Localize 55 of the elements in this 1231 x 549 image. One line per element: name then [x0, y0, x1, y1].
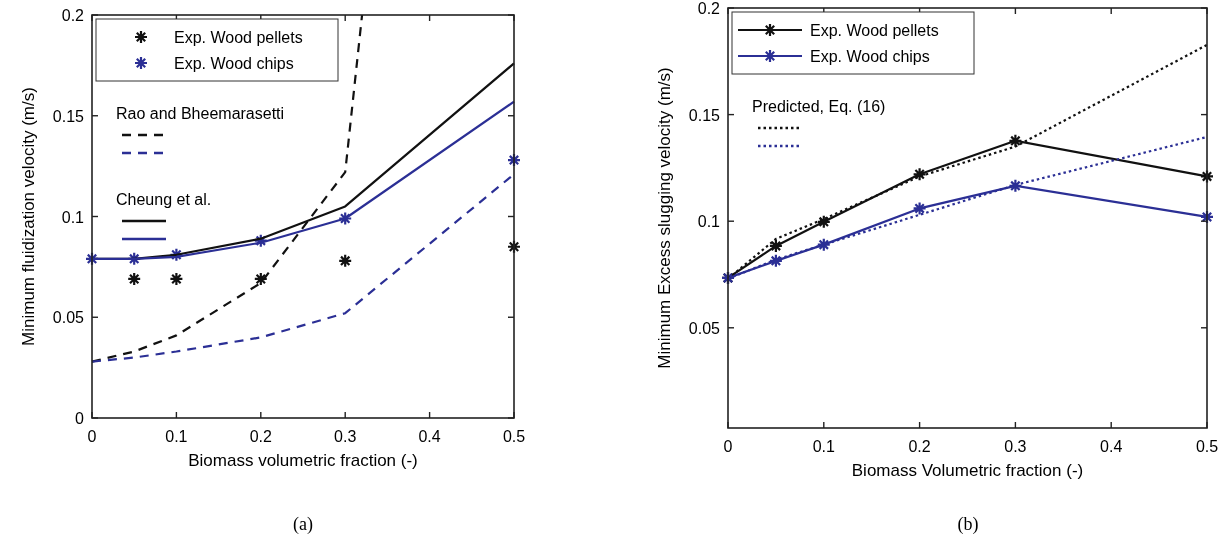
x-tick-label: 0.4	[1100, 438, 1123, 455]
x-tick-label: 0.5	[1195, 438, 1219, 455]
point	[253, 233, 268, 248]
annotation: Predicted, Eq. (16)	[752, 98, 886, 115]
y-tick-label: 0.05	[52, 309, 85, 327]
point	[912, 167, 927, 182]
x-tick-label: 0.3	[1004, 438, 1027, 455]
point	[127, 271, 142, 287]
point	[127, 251, 142, 266]
x-axis-title: Biomass volumetric fraction (-)	[188, 451, 418, 470]
x-tick-label: 0.2	[908, 438, 931, 455]
y-tick-label: 0.1	[697, 213, 721, 231]
y-tick-label: 0.05	[688, 319, 721, 337]
point	[1008, 178, 1023, 193]
point	[1008, 133, 1023, 148]
x-tick-label: 0	[723, 438, 733, 455]
text: (b)	[957, 514, 979, 535]
point	[816, 237, 831, 252]
y-tick-label: 0.15	[688, 106, 721, 124]
point	[84, 251, 100, 266]
legend-label: Exp. Wood pellets	[174, 29, 303, 46]
annotation: Cheung et al.	[116, 191, 212, 208]
x-tick-label: 0	[87, 428, 97, 445]
text: (a)	[293, 514, 313, 535]
point	[169, 247, 184, 262]
annotation: Rao and Bheemarasetti	[116, 105, 285, 122]
point	[253, 271, 268, 287]
point	[338, 253, 353, 268]
point	[816, 214, 831, 229]
x-tick-label: 0.1	[165, 428, 188, 445]
legend-label: Exp. Wood chips	[810, 48, 930, 65]
point	[768, 238, 783, 254]
y-tick-label: 0.2	[61, 7, 85, 24]
x-tick-label: 0.4	[418, 428, 441, 445]
x-tick-label: 0.2	[249, 428, 273, 445]
point	[912, 201, 927, 216]
y-axis-title: Minimum fluidization velocity (m/s)	[19, 87, 38, 346]
point	[1199, 209, 1215, 225]
point	[768, 253, 783, 268]
point	[506, 152, 522, 168]
legend-label: Exp. Wood pellets	[810, 22, 939, 39]
y-tick-label: 0.2	[697, 0, 721, 17]
y-tick-label: 0.15	[52, 107, 85, 125]
point	[1199, 169, 1215, 184]
x-tick-label: 0.3	[334, 428, 357, 445]
point	[506, 239, 522, 254]
point	[169, 271, 184, 287]
y-axis-title: Minimum Excess slugging velocity (m/s)	[655, 67, 674, 369]
x-tick-label: 0.1	[812, 438, 836, 455]
point	[338, 211, 353, 226]
y-tick-label: 0.1	[61, 208, 85, 226]
y-tick-label: 0	[75, 410, 85, 427]
x-tick-label: 0.5	[502, 428, 526, 445]
x-axis-title: Biomass Volumetric fraction (-)	[851, 461, 1084, 480]
legend-label: Exp. Wood chips	[174, 55, 294, 72]
